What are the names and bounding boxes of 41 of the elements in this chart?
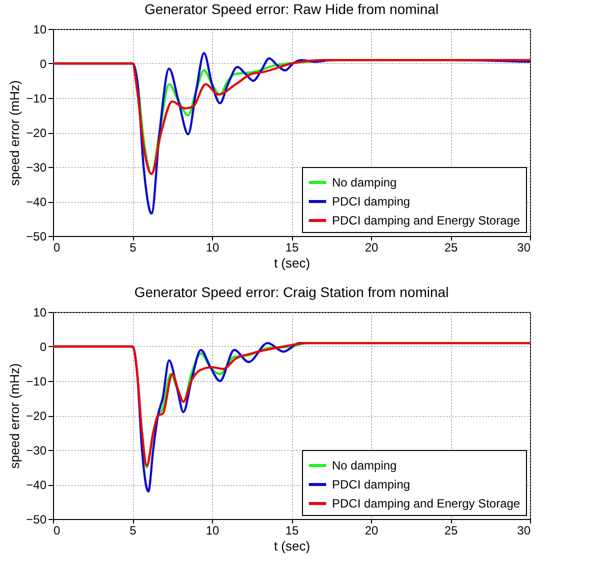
y-tick-label: −20 <box>26 126 47 140</box>
y-tick-label: −40 <box>26 478 47 492</box>
y-tick-label: −30 <box>26 160 47 174</box>
y-tick-label: −10 <box>26 92 47 106</box>
y-tick-label: −50 <box>26 512 47 526</box>
x-tick-label: 10 <box>206 240 220 254</box>
chart-title: Generator Speed error: Craig Station from nominal <box>134 284 449 300</box>
x-tick-label: 10 <box>206 524 220 538</box>
x-axis-title: t (sec) <box>274 256 310 270</box>
x-axis-title: t (sec) <box>274 538 310 554</box>
y-axis-title: speed error (mHz) <box>7 80 22 186</box>
x-tick-label: 30 <box>517 524 531 538</box>
x-tick-label: 15 <box>285 240 299 254</box>
x-tick-label: 25 <box>444 240 458 254</box>
legend-label: No damping <box>332 458 397 472</box>
line-series <box>53 58 530 175</box>
y-tick-label: −50 <box>26 230 47 244</box>
y-tick-label: 10 <box>33 22 47 36</box>
x-tick-label: 15 <box>285 524 299 538</box>
x-tick-label: 20 <box>364 240 378 254</box>
legend-label: No damping <box>332 176 397 190</box>
x-tick-label: 0 <box>54 240 60 254</box>
x-tick-label: 5 <box>130 240 137 254</box>
y-axis-title: speed error (mHz) <box>7 363 22 469</box>
y-tick-label: 0 <box>40 57 47 71</box>
y-tick-label: −30 <box>26 444 47 458</box>
x-tick-label: 30 <box>517 240 531 254</box>
y-tick-label: −40 <box>26 195 47 209</box>
legend-label: PDCI damping <box>332 478 410 492</box>
legend-label: PDCI damping and Energy Storage <box>332 496 520 510</box>
legend-label: PDCI damping and Energy Storage <box>332 214 520 228</box>
x-tick-label: 5 <box>130 524 137 538</box>
chart-title: Generator Speed error: Raw Hide from nominal <box>144 1 439 17</box>
legend-label: PDCI damping <box>332 194 410 208</box>
x-tick-label: 25 <box>444 524 458 538</box>
y-tick-label: 10 <box>33 306 47 320</box>
y-tick-label: 0 <box>40 340 47 354</box>
x-tick-label: 0 <box>54 524 60 538</box>
y-tick-label: −20 <box>26 409 47 423</box>
y-tick-label: −10 <box>26 374 47 388</box>
x-tick-label: 20 <box>364 524 378 538</box>
